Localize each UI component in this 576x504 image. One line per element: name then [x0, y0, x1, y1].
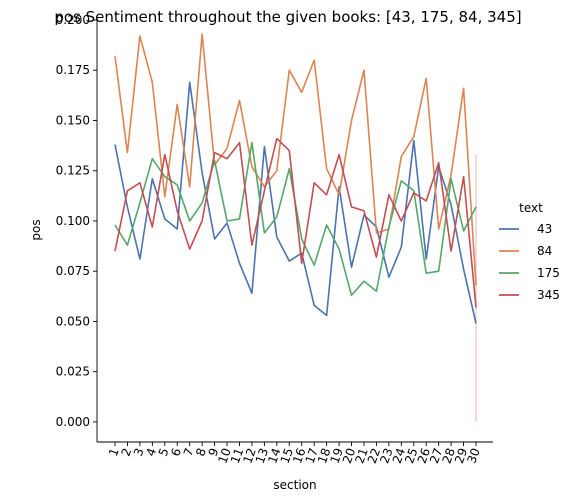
- y-tick-label: 0.100: [56, 214, 90, 228]
- x-tick-label: 3: [131, 446, 147, 458]
- x-tick-label: 28: [440, 446, 458, 465]
- x-tick-label: 27: [427, 446, 445, 465]
- x-tick-label: 19: [328, 446, 346, 465]
- x-tick-label: 17: [303, 446, 321, 465]
- x-tick-label: 29: [452, 446, 470, 465]
- y-tick-label: 0.075: [56, 264, 90, 278]
- plot-area: 0.000 0.025 0.050 0.075 0.100 0.125 0.150 0.175…: [56, 13, 493, 465]
- legend-label-43: 43: [537, 222, 552, 236]
- x-tick-label: 12: [240, 446, 258, 465]
- x-tick-label: 25: [402, 446, 420, 465]
- x-tick-label: 23: [377, 446, 395, 465]
- x-axis-label: section: [273, 478, 316, 492]
- x-tick-label: 24: [390, 446, 408, 465]
- x-tick-label: 21: [352, 446, 370, 465]
- legend-label-175: 175: [537, 266, 560, 280]
- x-tick-label: 2: [118, 446, 134, 458]
- x-tick-label: 11: [228, 446, 246, 465]
- legend: text 43 84 175 345: [499, 201, 560, 302]
- y-tick-label: 0.025: [56, 365, 90, 379]
- chart-title: pos Sentiment throughout the given books…: [54, 8, 521, 26]
- x-tick-label: 7: [181, 446, 197, 458]
- x-tick-label: 8: [193, 446, 209, 458]
- x-tick-label: 1: [106, 446, 122, 458]
- y-tick-label: 0.150: [56, 113, 90, 127]
- y-tick-label: 0.125: [56, 164, 90, 178]
- x-tick-label: 4: [143, 446, 159, 458]
- legend-label-345: 345: [537, 288, 560, 302]
- x-tick-label: 9: [206, 446, 222, 458]
- x-tick-label: 10: [215, 446, 233, 465]
- legend-title: text: [519, 201, 543, 215]
- x-tick-label: 15: [278, 446, 296, 465]
- x-tick-label: 5: [156, 446, 172, 458]
- y-tick-label: 0.200: [56, 13, 90, 27]
- legend-label-84: 84: [537, 244, 552, 258]
- series-line-345: [114, 137, 477, 308]
- x-tick-label: 13: [253, 446, 271, 465]
- x-tick-label: 22: [365, 446, 383, 465]
- x-tick-label: 18: [315, 446, 333, 465]
- x-tick-label: 16: [290, 446, 308, 465]
- series-line-84: [114, 33, 477, 286]
- y-tick-label: 0.050: [56, 314, 90, 328]
- x-tick-label: 6: [168, 446, 184, 458]
- x-tick-label: 20: [340, 446, 358, 465]
- y-tick-label: 0.000: [56, 415, 90, 429]
- x-tick-label: 30: [464, 446, 482, 465]
- y-tick-label: 0.175: [56, 63, 90, 77]
- x-tick-label: 14: [265, 446, 283, 465]
- y-axis-label: pos: [29, 219, 43, 240]
- x-tick-label: 26: [415, 446, 433, 465]
- series-line-43: [114, 81, 477, 324]
